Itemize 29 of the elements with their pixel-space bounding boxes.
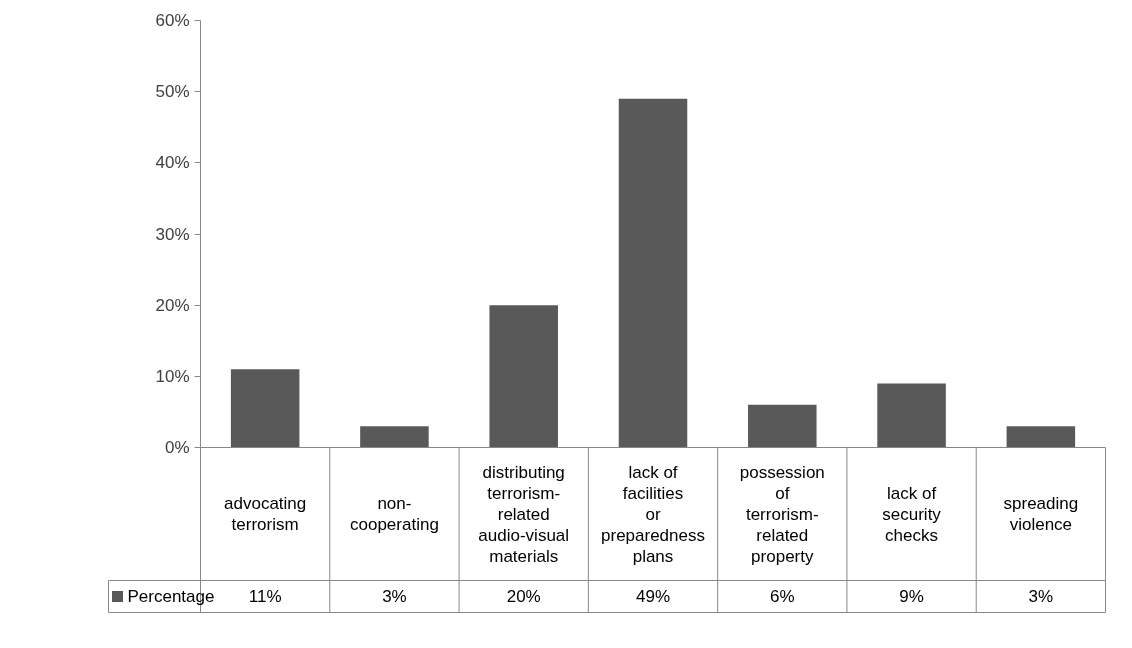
x-tick-label: advocating terrorism — [224, 494, 307, 534]
bar — [1006, 426, 1076, 448]
data-label: 6% — [770, 587, 795, 606]
y-tick-label: 50% — [155, 82, 190, 102]
data-label: 11% — [248, 587, 282, 606]
y-tick-label: 0% — [164, 438, 190, 457]
data-label: 9% — [899, 587, 924, 606]
y-tick-label: 60% — [155, 11, 190, 30]
bar — [489, 305, 558, 448]
bar — [877, 383, 946, 448]
data-label: 3% — [382, 587, 407, 606]
x-tick-label: non-cooperating — [350, 494, 439, 534]
y-tick-label: 40% — [155, 153, 190, 173]
y-tick-label: 30% — [155, 224, 190, 244]
legend-label: Percentage — [127, 587, 215, 606]
data-label: 20% — [506, 587, 541, 606]
x-tick-label: lack of facilities or preparedness plans — [601, 462, 705, 566]
data-label: 3% — [1028, 587, 1054, 606]
y-tick-label: 20% — [155, 295, 190, 315]
x-tick-label: lack of security checks — [882, 483, 942, 545]
bar — [748, 404, 817, 448]
bar — [618, 98, 688, 448]
x-tick-label: spreading violence — [1003, 494, 1079, 534]
x-tick-label: possession of terrorism-related property — [739, 462, 825, 566]
y-tick-label: 10% — [155, 366, 190, 386]
bar — [360, 426, 429, 448]
x-tick-label: distributing terrorism-related audio-visual materials — [478, 462, 570, 566]
data-label: 49% — [635, 587, 671, 606]
bar — [230, 369, 300, 448]
